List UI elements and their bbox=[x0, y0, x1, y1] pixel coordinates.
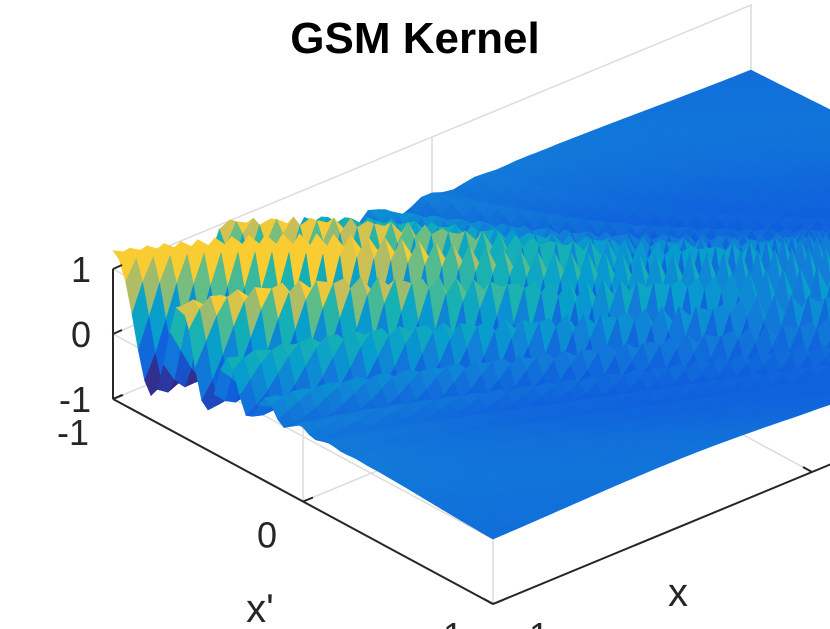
z-tick-label: -1 bbox=[59, 379, 91, 420]
y-tick-mark bbox=[492, 599, 504, 605]
z-tick-label: 0 bbox=[71, 314, 91, 355]
surface-plot bbox=[112, 69, 830, 540]
y-tick-label: 1 bbox=[443, 615, 463, 629]
surface-patch bbox=[826, 399, 830, 403]
x-tick-label: -1 bbox=[517, 615, 549, 629]
z-tick-mark bbox=[112, 264, 123, 270]
x-tick-mark bbox=[802, 466, 813, 473]
y-tick-label: -1 bbox=[57, 412, 89, 453]
x-axis-label: x bbox=[668, 571, 688, 615]
y-tick-mark bbox=[302, 496, 314, 503]
z-tick-mark bbox=[112, 329, 123, 335]
y-axis-label: x' bbox=[246, 587, 274, 629]
surface-patch bbox=[826, 137, 830, 142]
axes-labels: -101-101-101x'x bbox=[57, 249, 688, 629]
surface-patch bbox=[486, 530, 505, 540]
axes-lines bbox=[112, 264, 830, 605]
chart-title: GSM Kernel bbox=[290, 14, 540, 63]
x-tick-mark bbox=[483, 598, 494, 605]
y-tick-label: 0 bbox=[257, 515, 277, 556]
y-tick-mark bbox=[112, 394, 124, 400]
z-tick-label: 1 bbox=[71, 249, 91, 290]
surface-patch bbox=[825, 171, 830, 177]
